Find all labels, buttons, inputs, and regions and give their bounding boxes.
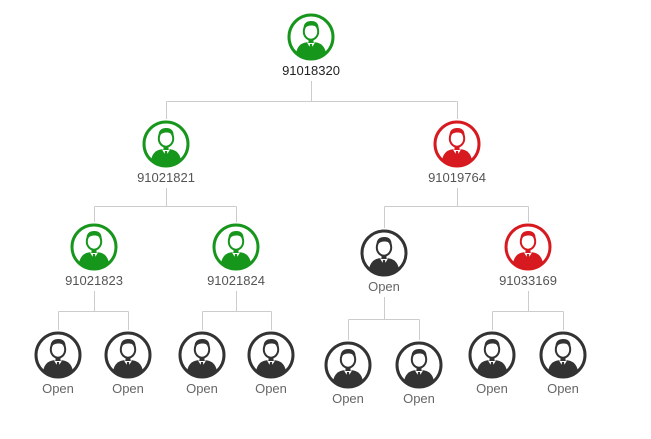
person-avatar-icon[interactable]: [212, 223, 260, 271]
tree-node-9[interactable]: Open: [162, 331, 242, 397]
person-avatar-icon[interactable]: [433, 120, 481, 168]
tree-node-5[interactable]: Open: [344, 229, 424, 295]
member-id-label: 91033169: [499, 273, 557, 288]
tree-node-13[interactable]: Open: [452, 331, 532, 397]
tree-node-7[interactable]: Open: [18, 331, 98, 397]
open-slot-label: Open: [368, 279, 400, 294]
open-slot-label: Open: [186, 381, 218, 396]
tree-node-2[interactable]: 91019764: [417, 120, 497, 186]
person-avatar-icon[interactable]: [178, 331, 226, 379]
person-avatar-icon[interactable]: [539, 331, 587, 379]
member-id-label: 91021824: [207, 273, 265, 288]
person-avatar-icon[interactable]: [468, 331, 516, 379]
person-avatar-icon[interactable]: [247, 331, 295, 379]
person-avatar-icon[interactable]: [142, 120, 190, 168]
tree-node-14[interactable]: Open: [523, 331, 603, 397]
tree-node-10[interactable]: Open: [231, 331, 311, 397]
tree-node-3[interactable]: 91021823: [54, 223, 134, 289]
tree-node-0[interactable]: 91018320: [271, 13, 351, 79]
tree-node-6[interactable]: 91033169: [488, 223, 568, 289]
member-id-label: 91021823: [65, 273, 123, 288]
open-slot-label: Open: [547, 381, 579, 396]
open-slot-label: Open: [112, 381, 144, 396]
open-slot-label: Open: [255, 381, 287, 396]
person-avatar-icon[interactable]: [287, 13, 335, 61]
tree-node-1[interactable]: 91021821: [126, 120, 206, 186]
person-avatar-icon[interactable]: [360, 229, 408, 277]
member-id-label: 91021821: [137, 170, 195, 185]
person-avatar-icon[interactable]: [34, 331, 82, 379]
tree-node-8[interactable]: Open: [88, 331, 168, 397]
member-id-label: 91018320: [282, 63, 340, 78]
open-slot-label: Open: [476, 381, 508, 396]
person-avatar-icon[interactable]: [504, 223, 552, 271]
open-slot-label: Open: [403, 391, 435, 406]
person-avatar-icon[interactable]: [70, 223, 118, 271]
tree-node-4[interactable]: 91021824: [196, 223, 276, 289]
member-id-label: 91019764: [428, 170, 486, 185]
tree-node-11[interactable]: Open: [308, 341, 388, 407]
person-avatar-icon[interactable]: [324, 341, 372, 389]
tree-node-12[interactable]: Open: [379, 341, 459, 407]
person-avatar-icon[interactable]: [395, 341, 443, 389]
person-avatar-icon[interactable]: [104, 331, 152, 379]
open-slot-label: Open: [332, 391, 364, 406]
open-slot-label: Open: [42, 381, 74, 396]
